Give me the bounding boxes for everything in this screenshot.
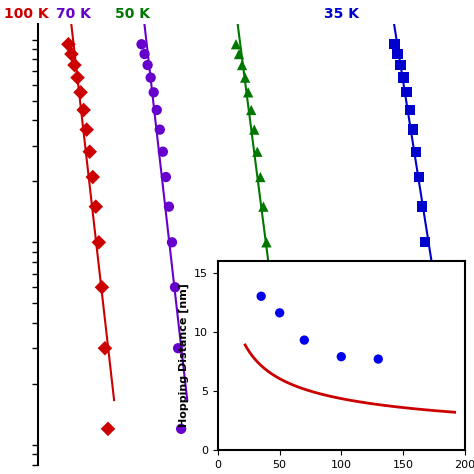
Text: 100 K: 100 K [4, 7, 48, 21]
Point [247, 106, 255, 114]
Point [250, 126, 258, 133]
Point [171, 283, 179, 291]
Point [71, 61, 78, 69]
Point [165, 203, 173, 210]
Point [241, 74, 249, 82]
Text: 50 K: 50 K [115, 7, 150, 21]
Point [421, 238, 428, 246]
Point [235, 50, 243, 58]
Point [412, 148, 419, 155]
Point [168, 238, 176, 246]
Y-axis label: Hopping Distance [nm]: Hopping Distance [nm] [179, 283, 189, 428]
Point [64, 40, 72, 48]
Point [260, 203, 267, 210]
Point [101, 345, 109, 352]
Point [266, 283, 273, 291]
Point [177, 425, 185, 433]
Point [159, 148, 167, 155]
Point [415, 173, 423, 181]
Point [254, 148, 261, 155]
Point [153, 106, 161, 114]
Point [232, 40, 240, 48]
Point [156, 126, 164, 133]
Point [374, 356, 382, 363]
Point [245, 89, 252, 96]
Text: 70 K: 70 K [56, 7, 91, 21]
Point [301, 337, 308, 344]
Point [397, 61, 404, 69]
Point [409, 126, 417, 133]
Point [263, 238, 270, 246]
Point [391, 40, 398, 48]
Point [269, 345, 276, 352]
Point [144, 61, 151, 69]
Point [104, 425, 112, 433]
Point [68, 50, 75, 58]
Point [403, 89, 410, 96]
Point [238, 61, 246, 69]
Point [95, 238, 103, 246]
Point [138, 40, 146, 48]
Point [256, 173, 264, 181]
Text: 35 K: 35 K [324, 7, 359, 21]
Point [394, 50, 401, 58]
Point [92, 203, 100, 210]
Point [86, 148, 93, 155]
Point [89, 173, 97, 181]
Point [174, 345, 182, 352]
Point [98, 283, 106, 291]
Point [400, 74, 407, 82]
Point [418, 203, 426, 210]
Point [80, 106, 87, 114]
Point [276, 309, 283, 317]
Point [77, 89, 84, 96]
Point [83, 126, 91, 133]
Point [150, 89, 157, 96]
Point [257, 292, 265, 300]
Point [74, 74, 82, 82]
Point [337, 353, 345, 360]
Point [406, 106, 413, 114]
Point [162, 173, 170, 181]
Point [147, 74, 155, 82]
Point [141, 50, 148, 58]
